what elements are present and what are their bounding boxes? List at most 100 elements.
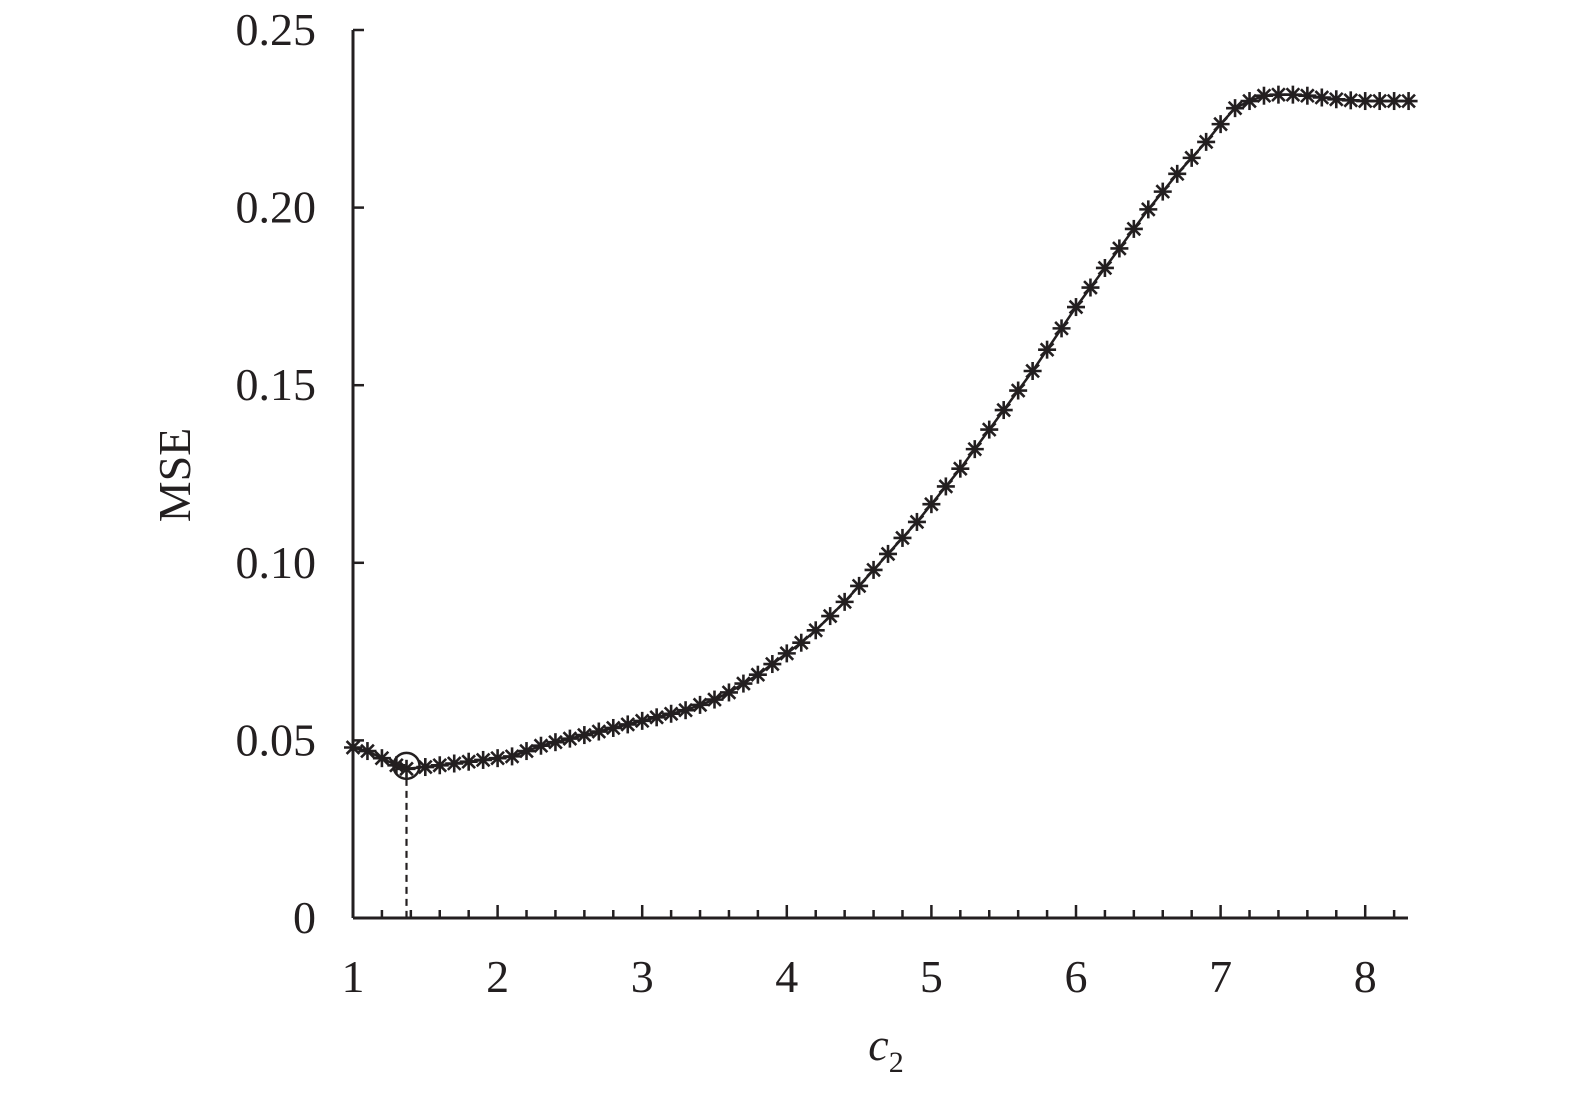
- marker-stroke: [866, 562, 881, 578]
- data-point: [459, 752, 478, 771]
- data-point: [647, 708, 666, 727]
- marker-stroke: [461, 754, 476, 770]
- marker-stroke: [909, 514, 925, 530]
- marker-stroke: [1242, 93, 1257, 109]
- marker-stroke: [490, 750, 505, 766]
- data-point: [850, 576, 869, 595]
- marker-stroke: [1372, 93, 1387, 109]
- data-point: [1197, 132, 1216, 151]
- data-point: [994, 401, 1013, 420]
- marker-stroke: [1285, 87, 1301, 102]
- marker-stroke: [822, 608, 838, 624]
- marker-stroke: [1039, 342, 1055, 357]
- data-point: [1341, 91, 1360, 110]
- axes: [351, 30, 1408, 920]
- marker-stroke: [1068, 299, 1084, 315]
- data-point: [445, 754, 464, 773]
- marker-stroke: [808, 622, 824, 638]
- marker-stroke: [793, 635, 809, 651]
- series-mse: [352, 93, 1409, 771]
- marker-stroke: [1097, 260, 1113, 276]
- marker-stroke: [692, 697, 708, 713]
- marker-stroke: [1010, 383, 1026, 398]
- series-line: [352, 93, 1409, 771]
- marker-stroke: [374, 750, 390, 766]
- tick-marks: [351, 28, 1396, 920]
- marker-stroke: [1386, 93, 1402, 109]
- data-point: [372, 749, 391, 768]
- marker-stroke: [721, 685, 737, 700]
- data-point: [705, 690, 724, 709]
- marker-stroke: [707, 692, 722, 707]
- data-point: [1168, 164, 1187, 183]
- data-point: [546, 733, 565, 752]
- marker-stroke: [1198, 134, 1214, 150]
- data-point: [344, 738, 362, 757]
- marker-stroke: [851, 578, 867, 594]
- data-point: [633, 711, 652, 730]
- marker-stroke: [1357, 93, 1373, 109]
- marker-stroke: [519, 743, 534, 759]
- data-point: [1110, 239, 1129, 258]
- marker-stroke: [446, 756, 462, 771]
- x-tick-label: 3: [631, 951, 654, 1002]
- data-point: [951, 459, 970, 478]
- marker-stroke: [880, 546, 896, 562]
- data-point: [1081, 278, 1100, 297]
- marker-stroke: [837, 594, 852, 610]
- marker-stroke: [895, 530, 910, 546]
- data-point: [662, 704, 681, 723]
- x-tick-label: 6: [1065, 951, 1088, 1002]
- x-tick-label: 4: [775, 951, 798, 1002]
- data-point: [980, 420, 999, 439]
- data-point: [691, 695, 710, 714]
- series-markers: [344, 85, 1418, 778]
- data-point: [965, 440, 984, 459]
- x-tick-label: 8: [1354, 951, 1377, 1002]
- data-point: [792, 633, 811, 652]
- x-axis-title: c2: [868, 1019, 903, 1079]
- data-point: [1009, 381, 1028, 400]
- marker-stroke: [620, 717, 636, 732]
- data-point: [1052, 319, 1071, 338]
- data-point: [763, 655, 782, 674]
- marker-stroke: [504, 749, 520, 764]
- data-point: [1182, 148, 1201, 167]
- marker-stroke: [1401, 93, 1416, 109]
- marker-stroke: [1025, 363, 1040, 379]
- marker-stroke: [634, 713, 650, 729]
- data-point: [1240, 92, 1259, 111]
- marker-stroke: [577, 727, 592, 743]
- marker-stroke: [649, 709, 664, 725]
- data-point: [1312, 88, 1331, 107]
- data-point: [358, 742, 377, 761]
- marker-stroke: [663, 706, 679, 722]
- marker-stroke: [417, 759, 433, 775]
- marker-stroke: [562, 731, 578, 746]
- marker-stroke: [981, 422, 997, 437]
- marker-stroke: [1256, 88, 1272, 104]
- marker-stroke: [678, 702, 693, 718]
- data-point: [1023, 361, 1042, 380]
- marker-stroke: [548, 734, 563, 750]
- data-point: [777, 644, 796, 663]
- marker-stroke: [924, 496, 939, 512]
- data-point: [734, 674, 753, 693]
- tick-labels: 0 0.05 0.10 0.15 0.20 0.25 1 2 3 4 5 6 7 8: [236, 4, 1377, 1002]
- data-point: [531, 736, 550, 755]
- marker-stroke: [533, 738, 549, 754]
- data-point: [488, 749, 507, 768]
- y-tick-label: 0: [293, 892, 316, 943]
- marker-stroke: [996, 402, 1012, 418]
- data-point: [835, 592, 854, 611]
- minimum-annotation: [392, 751, 421, 918]
- data-point: [1124, 219, 1143, 238]
- marker-stroke: [1126, 221, 1142, 237]
- data-point: [397, 759, 416, 778]
- data-point: [1067, 298, 1085, 317]
- data-point: [1385, 92, 1404, 111]
- marker-stroke: [389, 757, 404, 773]
- marker-stroke: [432, 757, 448, 773]
- data-point: [474, 750, 493, 769]
- data-point: [1038, 340, 1057, 359]
